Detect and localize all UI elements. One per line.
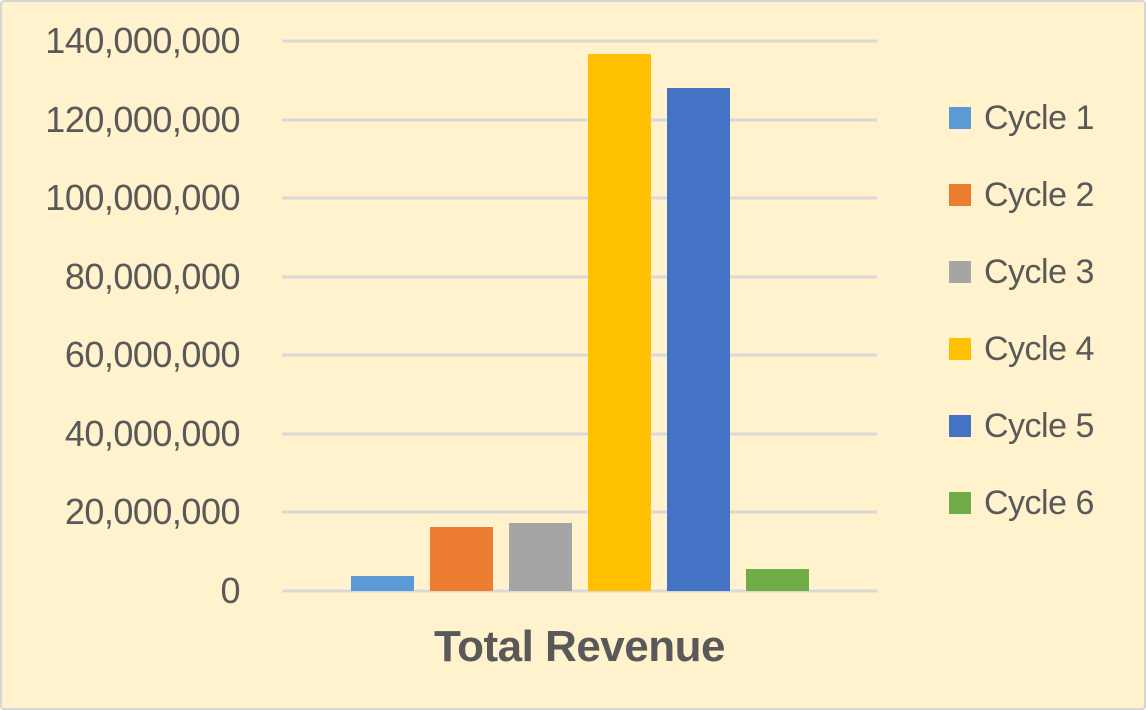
legend-item-cycle-4[interactable]: Cycle 4 [949,329,1094,369]
legend-swatch-icon [949,261,971,283]
legend-swatch-icon [949,338,971,360]
legend: Cycle 1 Cycle 2 Cycle 3 Cycle 4 Cycle 5 … [949,98,1094,560]
y-axis-tick-label: 20,000,000 [64,491,241,533]
gridline [282,196,877,200]
gridline [282,353,877,357]
y-axis-tick-label: 100,000,000 [45,177,240,219]
legend-label: Cycle 3 [984,252,1094,291]
gridline [282,510,877,514]
y-axis-tick-label: 120,000,000 [45,98,240,140]
gridline [282,432,877,436]
y-axis-tick-label: 80,000,000 [64,255,241,297]
legend-item-cycle-5[interactable]: Cycle 5 [949,406,1094,446]
bar-cluster [282,41,877,591]
legend-item-cycle-2[interactable]: Cycle 2 [949,175,1094,215]
bar-cycle-3[interactable] [508,522,572,591]
legend-swatch-icon [949,415,971,437]
plot-area [282,39,877,593]
legend-item-cycle-3[interactable]: Cycle 3 [949,252,1094,292]
y-axis-tick-label: 40,000,000 [64,412,241,454]
gridline [282,275,877,279]
bar-cycle-2[interactable] [429,527,493,591]
legend-item-cycle-6[interactable]: Cycle 6 [949,483,1094,523]
legend-swatch-icon [949,492,971,514]
legend-label: Cycle 6 [984,483,1094,522]
gridline [282,118,877,122]
axis-baseline [282,589,877,593]
legend-label: Cycle 1 [984,98,1094,137]
bar-cycle-5[interactable] [666,87,730,591]
y-axis-tick-label: 60,000,000 [64,334,241,376]
x-axis-title: Total Revenue [434,622,725,671]
y-axis: 140,000,000 120,000,000 100,000,000 80,0… [2,20,242,611]
legend-label: Cycle 2 [984,175,1094,214]
legend-label: Cycle 5 [984,406,1094,445]
bar-cycle-6[interactable] [745,568,809,591]
bar-cycle-1[interactable] [350,576,414,591]
legend-swatch-icon [949,107,971,129]
legend-swatch-icon [949,184,971,206]
bar-cycle-4[interactable] [587,54,651,591]
legend-label: Cycle 4 [984,329,1094,368]
y-axis-tick-label: 0 [220,570,240,611]
y-axis-tick-label: 140,000,000 [45,20,240,61]
gridline [282,39,877,43]
legend-item-cycle-1[interactable]: Cycle 1 [949,98,1094,138]
